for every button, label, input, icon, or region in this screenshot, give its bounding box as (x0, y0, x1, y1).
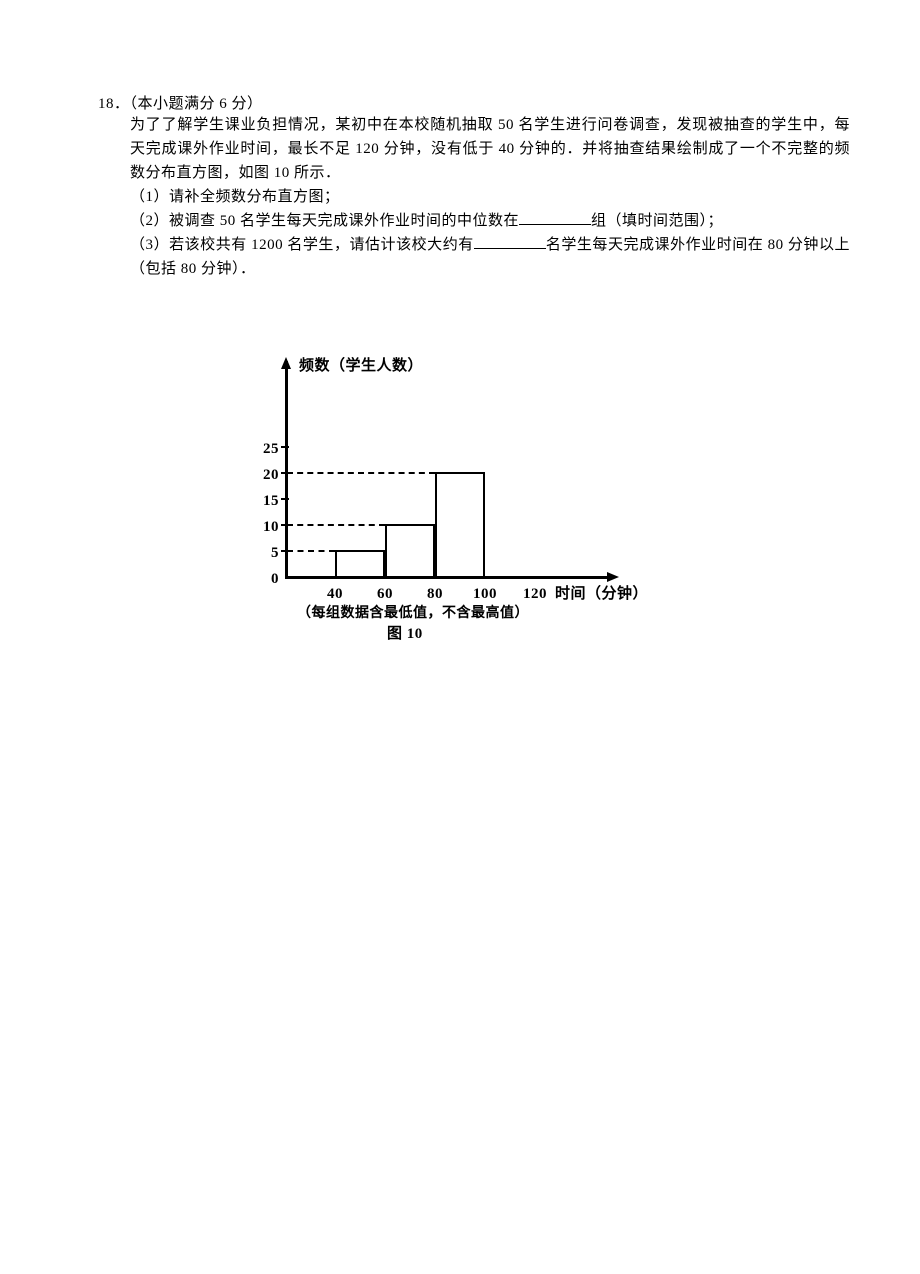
histogram-bar (335, 550, 385, 576)
chart-caption: 图 10 (387, 622, 423, 646)
dashed-line (287, 550, 335, 552)
problem-body: 为了了解学生课业负担情况，某初中在本校随机抽取 50 名学生进行问卷调查，发现被… (98, 113, 850, 641)
y-tick-label: 25 (249, 437, 279, 461)
y-axis-title: 频数（学生人数） (299, 354, 423, 378)
dashed-line (287, 472, 435, 474)
question-2: （2）被调查 50 名学生每天完成课外作业时间的中位数在 组（填时间范围）； (130, 209, 850, 233)
problem-points: （本小题满分 6 分） (130, 96, 263, 112)
x-axis (285, 576, 610, 579)
x-axis-title: 时间（分钟） (555, 582, 648, 606)
question-1: （1）请补全频数分布直方图； (130, 185, 850, 209)
y-tick-label: 10 (249, 515, 279, 539)
y-tick-label: 15 (249, 489, 279, 513)
question-3: （3）若该校共有 1200 名学生，请估计该校大约有名学生每天完成课外作业时间在… (130, 233, 850, 281)
problem-context: 为了了解学生课业负担情况，某初中在本校随机抽取 50 名学生进行问卷调查，发现被… (130, 113, 850, 185)
blank-q3 (474, 234, 546, 249)
problem-number: 18． (98, 96, 130, 112)
q3-pre: （3）若该校共有 1200 名学生，请估计该校大约有 (130, 237, 474, 253)
blank-q2 (519, 210, 591, 225)
y-tick (281, 498, 289, 500)
y-tick-label: 5 (249, 541, 279, 565)
x-axis-arrow (607, 572, 619, 582)
q2-post: 组（填时间范围）； (591, 213, 723, 229)
histogram-chart: 频数（学生人数）0510152025406080100120时间（分钟）（每组数… (190, 351, 680, 641)
histogram-bar (435, 472, 485, 576)
y-tick-label: 0 (249, 567, 279, 591)
y-tick-label: 20 (249, 463, 279, 487)
histogram-bar (385, 524, 435, 576)
y-tick (281, 446, 289, 448)
y-axis-arrow (281, 357, 291, 369)
y-axis (285, 361, 288, 576)
q2-pre: （2）被调查 50 名学生每天完成课外作业时间的中位数在 (130, 213, 519, 229)
dashed-line (287, 524, 385, 526)
problem-header: 18．（本小题满分 6 分） (98, 92, 850, 113)
